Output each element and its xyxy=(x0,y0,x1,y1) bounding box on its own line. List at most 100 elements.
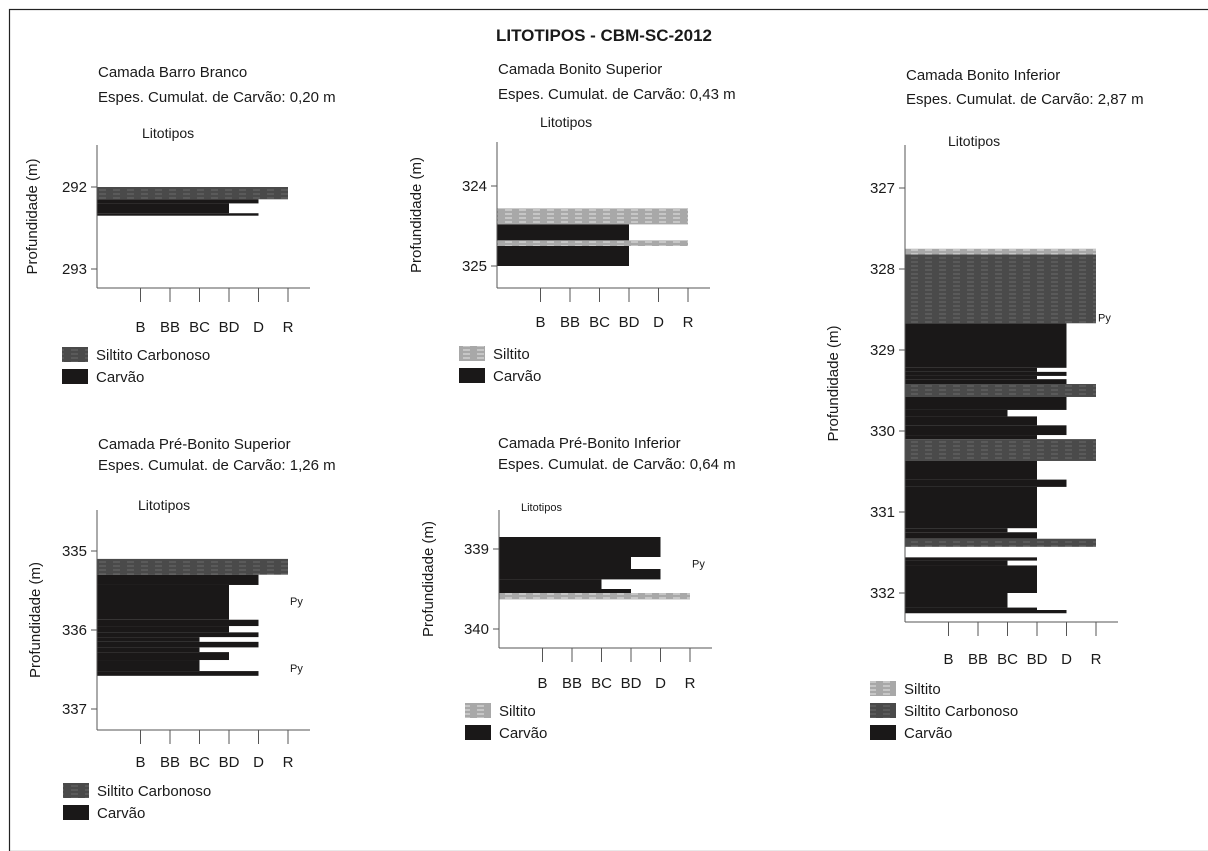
x-tick-label-4: BD xyxy=(219,754,240,771)
legend-label-siltito: Siltito xyxy=(904,681,941,698)
y-tick-label-2: 340 xyxy=(464,621,489,638)
legend-label-carvao: Carvão xyxy=(493,368,541,385)
layer-bar-11 xyxy=(905,416,1037,426)
layer-bar-11 xyxy=(97,660,200,672)
layer-bar-25 xyxy=(905,607,1037,611)
layer-bar-3 xyxy=(905,323,1067,368)
legend-swatch-carvao xyxy=(870,725,896,740)
layer-bar-1 xyxy=(97,187,288,200)
layer-bar-6 xyxy=(499,593,690,600)
layer-bar-2 xyxy=(97,199,259,204)
layer-bar-12 xyxy=(97,671,259,676)
plot-label: Litotipos xyxy=(138,497,190,513)
x-tick-label-6: R xyxy=(283,754,294,771)
layer-bar-3 xyxy=(499,569,661,580)
panel-subtitle: Espes. Cumulat. de Carvão: 0,20 m xyxy=(98,89,336,106)
x-tick-label-6: R xyxy=(283,319,294,336)
x-tick-label-2: BB xyxy=(160,754,180,771)
y-tick-label-3: 337 xyxy=(62,701,87,718)
x-tick-label-5: D xyxy=(253,319,264,336)
legend-swatch-siltito-carbonoso xyxy=(62,347,88,362)
legend-swatch-carvao xyxy=(62,369,88,384)
y-tick-label-2: 336 xyxy=(62,622,87,639)
panel-title: Camada Pré-Bonito Superior xyxy=(98,436,291,453)
panel-2: Camada Bonito Superior Espes. Cumulat. de… xyxy=(408,61,736,385)
panel-title: Camada Bonito Superior xyxy=(498,61,662,78)
layer-bar-9 xyxy=(97,647,200,653)
x-tick-label-1: B xyxy=(135,319,145,336)
x-tick-label-3: BC xyxy=(589,314,610,331)
panel-subtitle: Espes. Cumulat. de Carvão: 0,64 m xyxy=(498,456,736,473)
panel-title: Camada Barro Branco xyxy=(98,64,247,81)
x-tick-label-4: BD xyxy=(621,675,642,692)
layer-bar-5 xyxy=(97,626,229,633)
legend-label-carvao: Carvão xyxy=(97,805,145,822)
layer-bar-10 xyxy=(905,409,1008,417)
legend-label-carvao: Carvão xyxy=(96,369,144,386)
layer-bar-2 xyxy=(905,254,1096,324)
panel-subtitle: Espes. Cumulat. de Carvão: 2,87 m xyxy=(906,91,1144,108)
x-tick-label-6: R xyxy=(1091,651,1102,668)
layer-bar-26 xyxy=(905,610,1067,614)
layer-bar-18 xyxy=(905,528,1008,533)
panel-4: Camada Pré-Bonito Superior Espes. Cumulat… xyxy=(27,436,336,822)
layer-bar-20 xyxy=(905,538,1096,547)
x-tick-label-5: D xyxy=(655,675,666,692)
layer-bar-1 xyxy=(905,248,1096,255)
panel-subtitle: Espes. Cumulat. de Carvão: 0,43 m xyxy=(498,86,736,103)
legend-swatch-siltito xyxy=(870,681,896,696)
x-tick-label-5: D xyxy=(653,314,664,331)
layer-bar-21 xyxy=(905,557,1037,561)
layer-bar-17 xyxy=(905,486,1037,529)
y-tick-label-1: 324 xyxy=(462,178,487,195)
y-tick-label-2: 328 xyxy=(870,261,895,278)
plot-label: Litotipos xyxy=(142,125,194,141)
x-tick-label-6: R xyxy=(685,675,696,692)
legend-label-siltito-carbonoso: Siltito Carbonoso xyxy=(904,703,1018,720)
plot-label: Litotipos xyxy=(521,502,562,514)
layer-bar-2 xyxy=(97,574,259,585)
layer-bar-24 xyxy=(905,593,1008,608)
y-tick-label-2: 325 xyxy=(462,258,487,275)
x-tick-label-3: BC xyxy=(997,651,1018,668)
y-tick-label-1: 335 xyxy=(62,543,87,560)
layer-bar-4 xyxy=(499,579,602,589)
x-tick-label-5: D xyxy=(1061,651,1072,668)
legend-label-carvao: Carvão xyxy=(904,725,952,742)
y-tick-label-2: 293 xyxy=(62,261,87,278)
layer-bar-6 xyxy=(97,632,259,638)
layer-bar-13 xyxy=(905,435,1037,440)
layer-bar-22 xyxy=(905,560,1008,566)
y-axis-title: Profundidade (m) xyxy=(825,326,842,442)
layer-bar-19 xyxy=(905,532,1037,539)
y-axis-title: Profundidade (m) xyxy=(27,562,44,678)
layer-bar-3 xyxy=(97,584,229,620)
legend-swatch-siltito-carbonoso xyxy=(63,783,89,798)
layer-bar-1 xyxy=(497,208,688,225)
layer-bar-4 xyxy=(497,246,629,266)
y-tick-label-1: 327 xyxy=(870,180,895,197)
legend-swatch-carvao xyxy=(63,805,89,820)
py-annotation-1: Py xyxy=(1098,313,1111,325)
layer-bar-7 xyxy=(97,637,200,642)
legend-swatch-siltito xyxy=(465,703,491,718)
x-tick-label-3: BC xyxy=(591,675,612,692)
x-tick-label-2: BB xyxy=(968,651,988,668)
layer-bar-7 xyxy=(905,379,1067,385)
legend-swatch-carvao xyxy=(459,368,485,383)
layer-bar-16 xyxy=(905,479,1067,487)
panel-5: Camada Pré-Bonito Inferior Espes. Cumulat… xyxy=(420,435,736,742)
layer-bar-14 xyxy=(905,439,1096,461)
layer-bar-6 xyxy=(905,375,1037,380)
y-axis-title: Profundidade (m) xyxy=(24,159,41,275)
legend-label-siltito: Siltito xyxy=(493,346,530,363)
panel-subtitle: Espes. Cumulat. de Carvão: 1,26 m xyxy=(98,457,336,474)
y-tick-label-1: 339 xyxy=(464,541,489,558)
layer-bar-15 xyxy=(905,460,1037,480)
x-tick-label-4: BD xyxy=(619,314,640,331)
x-tick-label-1: B xyxy=(943,651,953,668)
layer-bar-2 xyxy=(499,557,631,569)
plot-label: Litotipos xyxy=(948,133,1000,149)
layer-bar-9 xyxy=(905,396,1067,410)
